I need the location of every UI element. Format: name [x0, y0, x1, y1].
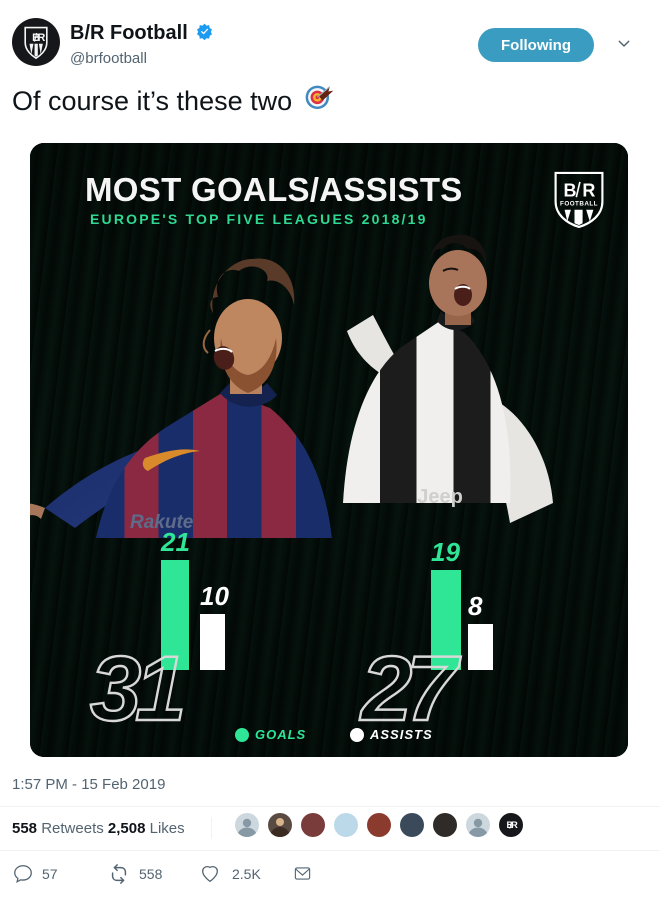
svg-text:R: R [582, 180, 595, 200]
svg-text:Jeep: Jeep [417, 486, 463, 508]
svg-text:B: B [564, 180, 577, 200]
svg-text:R: R [511, 820, 518, 830]
svg-text:R: R [37, 32, 45, 44]
